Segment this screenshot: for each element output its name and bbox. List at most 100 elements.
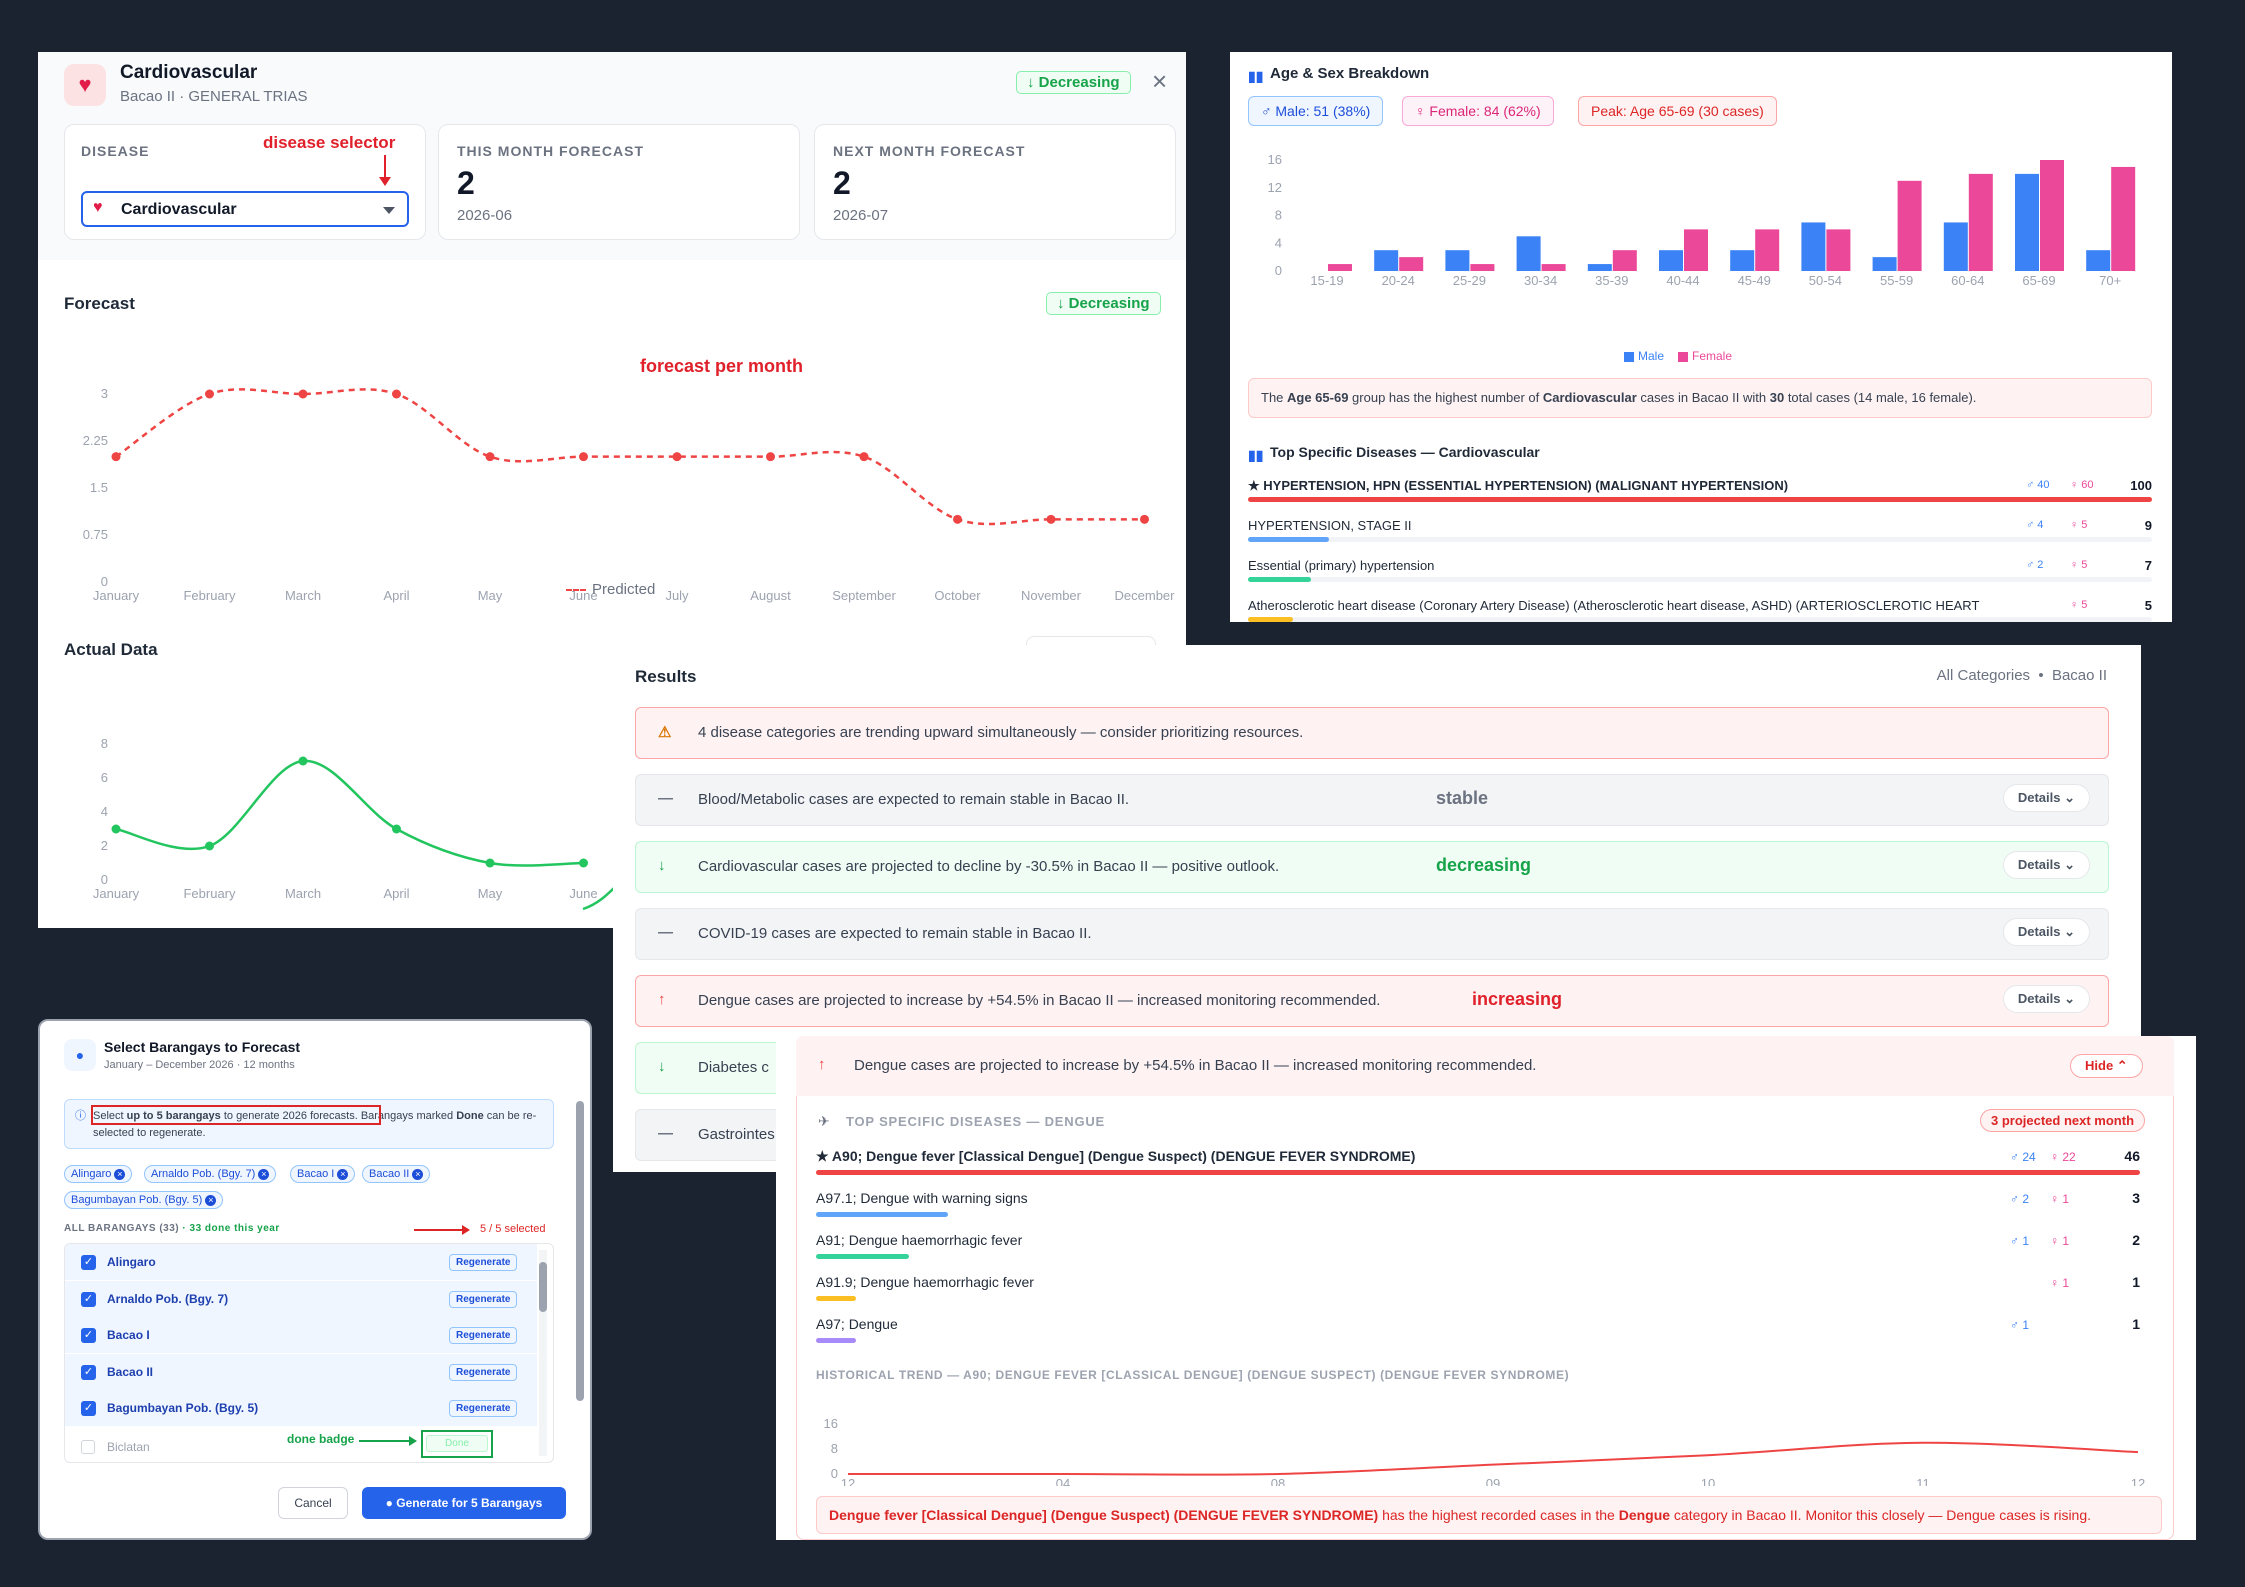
x-tick-label: March	[285, 886, 321, 901]
x-tick-label: January	[93, 886, 140, 901]
trend-caption: HISTORICAL TREND — A90; DENGUE FEVER [CL…	[816, 1368, 1570, 1382]
regenerate-button[interactable]: Regenerate	[449, 1327, 518, 1344]
checkbox-checked[interactable]: ✓	[81, 1255, 96, 1270]
selected-count: 5 / 5 selected	[480, 1223, 546, 1235]
dialog-scrollbar[interactable]	[576, 1087, 584, 1497]
annotation-arrowhead	[379, 177, 391, 186]
close-icon[interactable]: ×	[337, 1169, 349, 1180]
result-text: Gastrointes	[698, 1126, 775, 1143]
progress-bar	[816, 1338, 856, 1343]
selected-tag[interactable]: Alingaro ×	[64, 1165, 133, 1183]
result-row[interactable]: ↑ Dengue cases are projected to increase…	[635, 975, 2109, 1027]
info-text: can be re-selected to regenerate.	[93, 1110, 537, 1139]
list-scrollbar[interactable]	[539, 1250, 547, 1456]
disease-total: 1	[2132, 1316, 2140, 1332]
barangay-row[interactable]: ✓ Bagumbayan Pob. (Bgy. 5) Regenerate	[65, 1390, 537, 1426]
barangay-row[interactable]: ✓ Bacao I Regenerate	[65, 1317, 537, 1353]
arrow-down-icon: ↓	[658, 857, 666, 874]
checkbox-checked[interactable]: ✓	[81, 1401, 96, 1416]
details-button[interactable]: Details ⌄	[2002, 985, 2090, 1013]
x-tick-label: 50-54	[1809, 273, 1842, 288]
data-point	[859, 452, 869, 462]
result-row[interactable]: — Blood/Metabolic cases are expected to …	[635, 774, 2109, 826]
hide-button[interactable]: Hide ⌃	[2070, 1054, 2143, 1078]
dengue-header-text: Dengue cases are projected to increase b…	[854, 1057, 1537, 1074]
x-tick-label: March	[285, 588, 321, 603]
result-row[interactable]: ⚠ 4 disease categories are trending upwa…	[635, 707, 2109, 759]
done-badge: Done	[421, 1430, 493, 1458]
selected-tag[interactable]: Bacao I ×	[290, 1165, 356, 1183]
checkbox-checked[interactable]: ✓	[81, 1291, 96, 1307]
age-sex-panel: ▮▮ Age & Sex Breakdown ♂ Male: 51 (38%) …	[1230, 52, 2172, 622]
selected-tag[interactable]: Bagumbayan Pob. (Bgy. 5) ×	[64, 1191, 224, 1209]
female-count: ♀ 22	[2050, 1150, 2076, 1164]
disease-select[interactable]: ♥ Cardiovascular	[81, 191, 409, 227]
y-tick-label: 16	[1268, 152, 1282, 167]
result-row[interactable]: — COVID-19 cases are expected to remain …	[635, 908, 2109, 960]
bar-female	[1755, 229, 1780, 271]
close-icon[interactable]: ×	[412, 1169, 424, 1180]
regenerate-button[interactable]: Regenerate	[449, 1254, 518, 1271]
close-icon[interactable]: ×	[258, 1169, 270, 1180]
disease-name: Atherosclerotic heart disease (Coronary …	[1248, 598, 1980, 613]
bar-chart-icon: ▮▮	[1248, 68, 1264, 84]
summary-text: cases in Bacao II with	[1636, 390, 1770, 405]
cancel-button[interactable]: Cancel	[278, 1487, 348, 1519]
barangay-row[interactable]: ✓ Alingaro Regenerate	[65, 1244, 537, 1280]
location-pin-icon: ●	[385, 1496, 397, 1510]
details-button[interactable]: Details ⌄	[2002, 784, 2090, 812]
y-tick-label: 0	[101, 872, 108, 887]
disease-card: DISEASE disease selector ♥ Cardiovascula…	[64, 124, 426, 240]
details-button[interactable]: Details ⌄	[2002, 918, 2090, 946]
data-point	[672, 452, 682, 462]
x-tick-label: 15-19	[1310, 273, 1343, 288]
x-tick-label: 70+	[2099, 273, 2121, 288]
data-point	[298, 756, 308, 766]
data-point	[579, 858, 588, 868]
bar-male	[1730, 250, 1755, 271]
scrollbar-thumb[interactable]	[576, 1101, 584, 1401]
barangay-row[interactable]: ✓ Bacao II Regenerate	[65, 1353, 537, 1390]
info-done: Done	[456, 1110, 484, 1122]
close-icon[interactable]: ×	[114, 1169, 126, 1180]
barangay-row[interactable]: ✓ Arnaldo Pob. (Bgy. 7) Regenerate	[65, 1280, 537, 1317]
dialog-title: Select Barangays to Forecast	[104, 1039, 301, 1055]
summary-count: 30	[1769, 390, 1785, 405]
data-point	[579, 452, 588, 462]
close-icon[interactable]: ×	[1152, 66, 1168, 96]
details-button[interactable]: Details ⌄	[2002, 851, 2090, 879]
y-tick-label: 1.5	[90, 480, 108, 495]
x-tick-label: 11	[1916, 1476, 1930, 1486]
annotation-arrow	[359, 1440, 411, 1442]
tag-label: Bagumbayan Pob. (Bgy. 5)	[71, 1194, 203, 1206]
selected-tag[interactable]: Bacao II ×	[362, 1165, 431, 1183]
annotation-arrow	[384, 155, 386, 179]
bar-male	[1587, 264, 1612, 271]
scrollbar-thumb[interactable]	[539, 1262, 547, 1312]
forecast-trend-badge: ↓ Decreasing	[1046, 292, 1161, 315]
regenerate-button[interactable]: Regenerate	[449, 1290, 518, 1308]
result-row[interactable]: ↓ Cardiovascular cases are projected to …	[635, 841, 2109, 893]
x-tick-label: 25-29	[1453, 273, 1486, 288]
data-point	[392, 389, 401, 399]
checkbox-checked[interactable]: ✓	[81, 1328, 96, 1343]
y-tick-label: 4	[1275, 235, 1282, 250]
female-count: ♀ 60	[2070, 479, 2094, 491]
selected-tag[interactable]: Arnaldo Pob. (Bgy. 7) ×	[144, 1165, 277, 1183]
x-tick-label: October	[934, 588, 981, 603]
regenerate-button[interactable]: Regenerate	[449, 1400, 518, 1417]
result-text: COVID-19 cases are expected to remain st…	[698, 925, 1092, 942]
info-text: to generate 2026 forecasts. Barangays ma…	[220, 1110, 457, 1122]
age-summary: The Age 65-69 group has the highest numb…	[1248, 378, 2152, 418]
disease-total: 7	[2144, 558, 2152, 573]
close-icon[interactable]: ×	[205, 1195, 217, 1206]
regenerate-button[interactable]: Regenerate	[449, 1363, 518, 1381]
checkbox-checked[interactable]: ✓	[81, 1364, 96, 1380]
x-tick-label: April	[383, 886, 409, 901]
result-text: Cardiovascular cases are projected to de…	[698, 858, 1280, 875]
male-count: ♂ 40	[2026, 479, 2050, 491]
top-diseases-title: Top Specific Diseases — Cardiovascular	[1270, 444, 1540, 460]
generate-button[interactable]: ● Generate for 5 Barangays	[362, 1487, 566, 1519]
x-tick-label: 35-39	[1595, 273, 1628, 288]
